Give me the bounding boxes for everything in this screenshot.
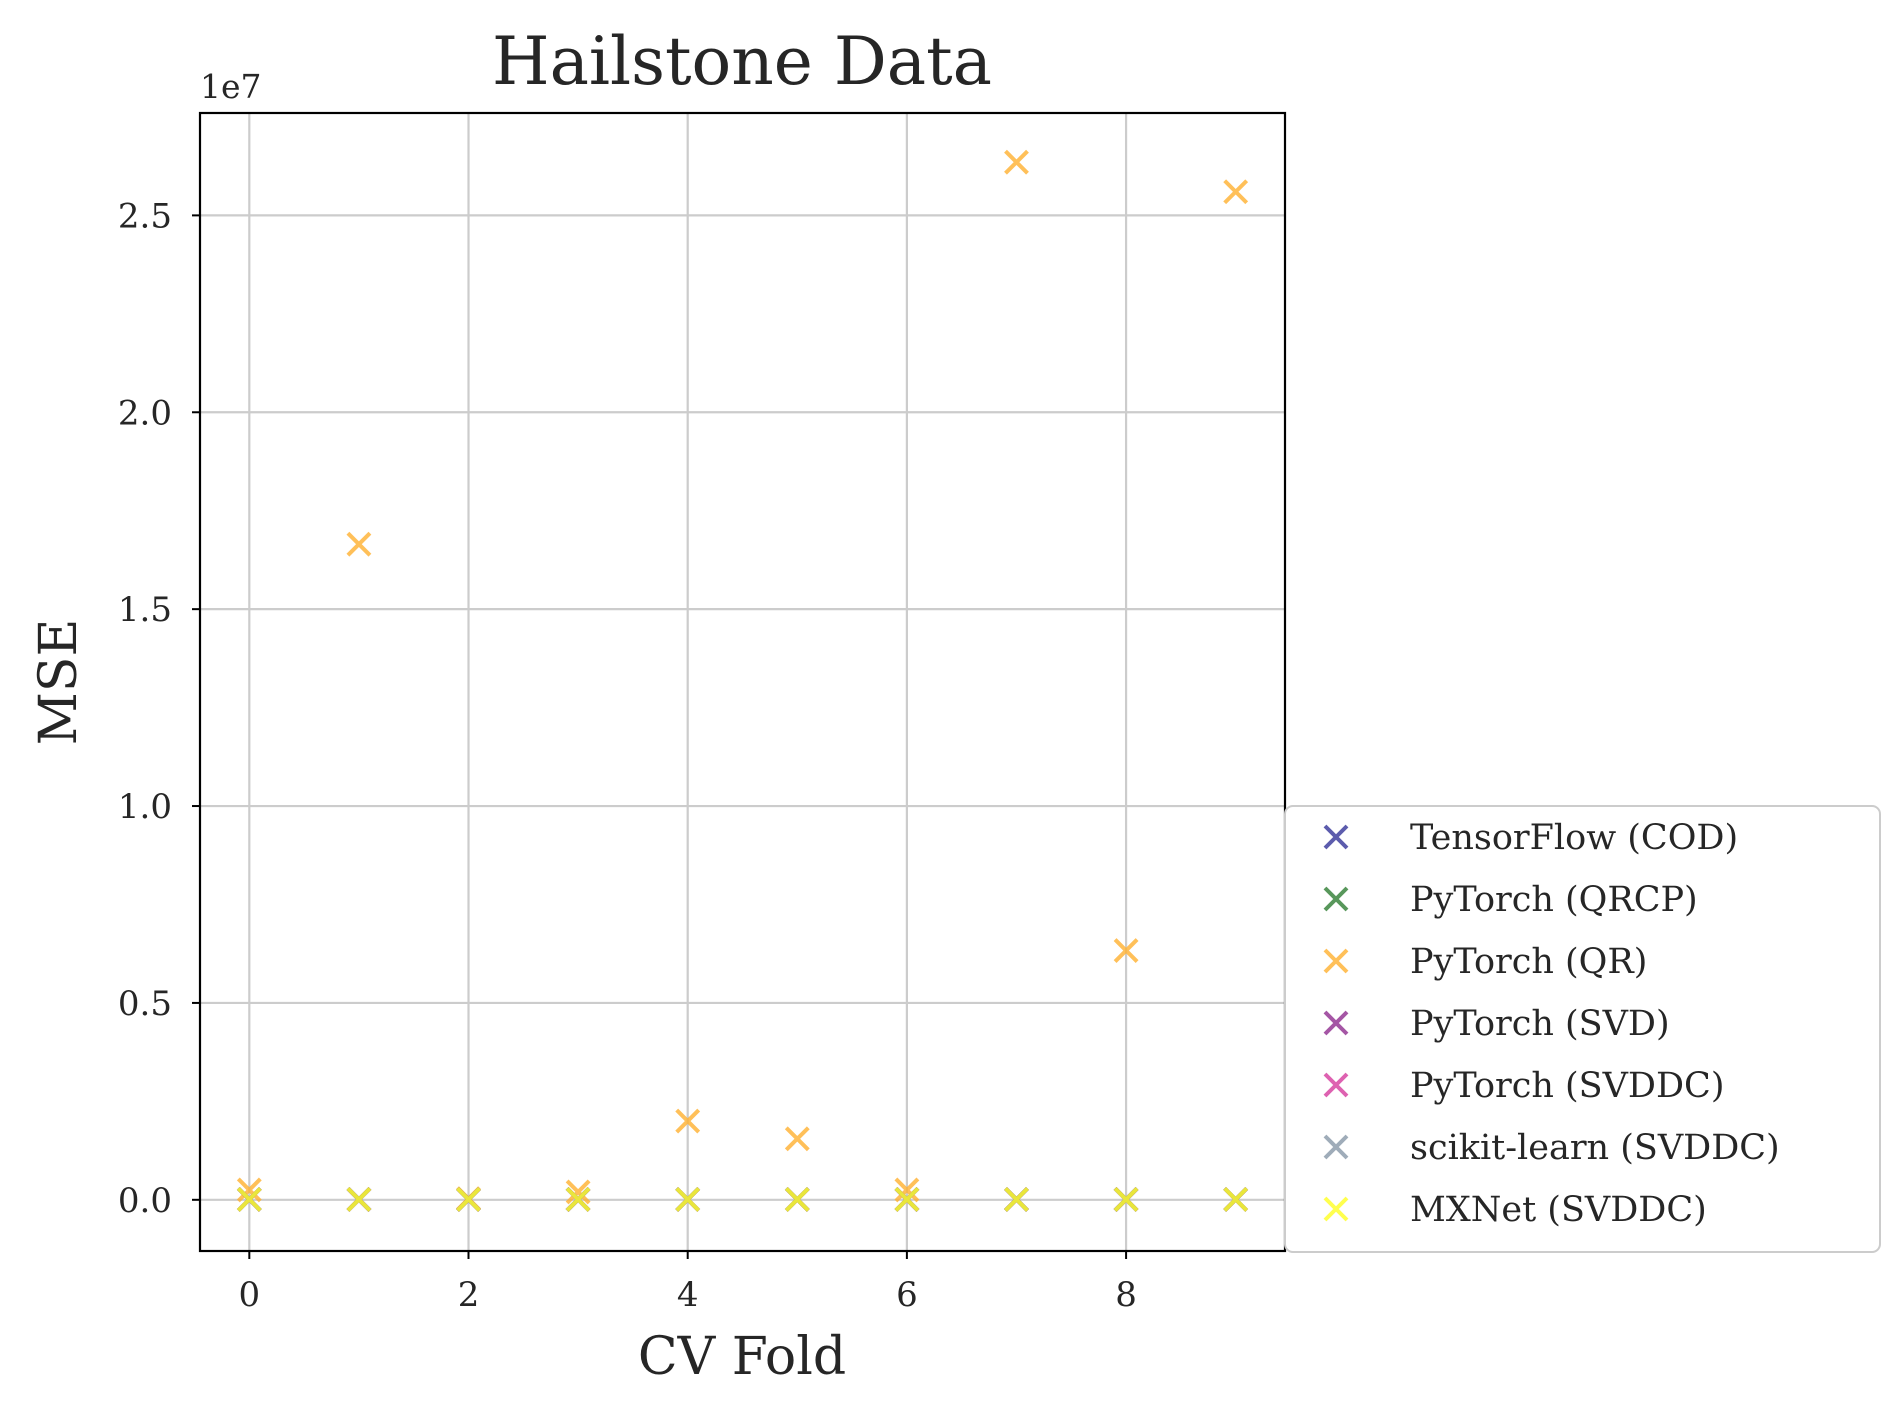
x-tick-label-4: 8 [1115, 1275, 1137, 1315]
legend-label-3: PyTorch (SVD) [1410, 1004, 1670, 1044]
legend: TensorFlow (COD) PyTorch (QRCP) PyTorch (Q… [1284, 805, 1881, 1253]
series-2-point-8 [1113, 938, 1139, 963]
x-tick-label-2: 4 [677, 1275, 699, 1315]
x-axis-label: CV Fold [638, 1327, 846, 1387]
legend-marker-1 [1323, 886, 1349, 912]
legend-marker-4 [1323, 1072, 1349, 1098]
series-6-point-4 [675, 1187, 701, 1212]
series-6 [236, 1187, 1249, 1212]
series-2-point-5 [784, 1126, 810, 1152]
series-2 [236, 149, 1249, 1212]
y-tick-label-1: 0.5 [118, 984, 172, 1024]
series-6-point-7 [1004, 1187, 1029, 1212]
x-tick-label-3: 6 [896, 1275, 918, 1315]
series-2-point-9 [1223, 179, 1249, 205]
series-6-point-1 [346, 1187, 372, 1212]
legend-label-2: PyTorch (QR) [1410, 942, 1647, 982]
legend-marker-5 [1323, 1134, 1349, 1160]
grid [200, 113, 1285, 1251]
plot-frame [198, 111, 1287, 1253]
y-tick-label-3: 1.5 [118, 590, 172, 630]
series-6-point-2 [456, 1187, 481, 1212]
legend-label-4: PyTorch (SVDDC) [1410, 1066, 1725, 1106]
legend-box [1284, 805, 1881, 1253]
legend-label-0: TensorFlow (COD) [1410, 818, 1738, 858]
legend-marker-2 [1323, 948, 1349, 974]
legend-label-1: PyTorch (QRCP) [1410, 880, 1698, 920]
legend-marker-3 [1323, 1010, 1349, 1036]
series-6-point-8 [1113, 1187, 1139, 1212]
x-tick-label-1: 2 [458, 1275, 480, 1315]
series-6-point-3 [565, 1187, 591, 1212]
y-axis-ticks: 0.0 0.5 1.0 1.5 2.0 2.5 [118, 196, 200, 1221]
series-2-point-6 [894, 1177, 920, 1203]
y-tick-label-5: 2.5 [118, 196, 172, 236]
y-tick-label-4: 2.0 [118, 393, 172, 433]
series-2-point-7 [1004, 149, 1029, 175]
x-tick-label-0: 0 [238, 1275, 260, 1315]
series-6-point-6 [894, 1187, 920, 1212]
legend-label-5: scikit-learn (SVDDC) [1410, 1128, 1780, 1168]
legend-marker-6 [1323, 1196, 1349, 1222]
series-6-point-0 [236, 1187, 262, 1212]
series-2-point-3 [565, 1179, 591, 1205]
y-offset-label: 1e7 [200, 67, 262, 106]
series-2-point-4 [675, 1108, 701, 1134]
series-2-point-0 [236, 1177, 262, 1203]
series-2-point-1 [346, 531, 372, 557]
x-axis-ticks: 0 2 4 6 8 [238, 1251, 1137, 1315]
series-6-point-5 [784, 1187, 810, 1212]
y-tick-label-0: 0.0 [118, 1181, 172, 1221]
legend-label-6: MXNet (SVDDC) [1410, 1190, 1707, 1230]
data-points [236, 149, 1249, 1212]
y-axis-label: MSE [29, 619, 89, 746]
y-tick-label-2: 1.0 [118, 787, 172, 827]
legend-entries: TensorFlow (COD) PyTorch (QRCP) PyTorch (Q… [1323, 818, 1780, 1230]
chart-title: Hailstone Data [492, 23, 992, 100]
legend-marker-0 [1323, 824, 1349, 850]
series-6-point-9 [1223, 1187, 1249, 1212]
